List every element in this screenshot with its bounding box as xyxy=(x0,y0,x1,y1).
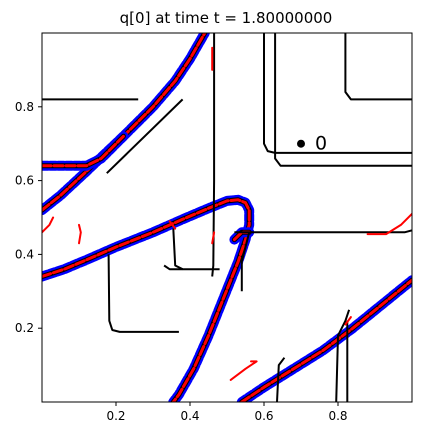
band-red-contour-3 xyxy=(240,278,412,402)
x-tick-label-0: 0.2 xyxy=(106,409,125,423)
axes-frame xyxy=(41,32,413,403)
y-tick-label-2: 0.6 xyxy=(15,174,34,188)
x-tick-label-1: 0.4 xyxy=(180,409,199,423)
red-contour-0 xyxy=(42,216,55,234)
black-contour-10 xyxy=(234,229,412,234)
black-contour-4 xyxy=(274,33,412,167)
black-contour-5 xyxy=(106,98,184,174)
axis-ticks: 0.2 0.4 0.6 0.8 0.2 0.4 0.6 0.8 xyxy=(15,100,348,423)
x-tick-label-2: 0.6 xyxy=(254,409,273,423)
black-contour-12 xyxy=(276,357,286,402)
black-contour-1 xyxy=(211,33,216,277)
y-tick-label-3: 0.8 xyxy=(15,100,34,114)
band-red-contour-1 xyxy=(42,198,251,402)
y-tick-label-0: 0.2 xyxy=(15,321,34,335)
black-contour-11 xyxy=(335,309,351,402)
black-contour-2 xyxy=(263,33,412,154)
red-contour-5 xyxy=(344,316,352,326)
band-red-contour-0 xyxy=(42,33,207,212)
red-contour-6 xyxy=(168,220,177,230)
black-contour-9 xyxy=(240,232,251,292)
y-tick-label-1: 0.4 xyxy=(15,247,34,261)
red-contour-4 xyxy=(366,212,412,236)
red-contour-3 xyxy=(211,231,216,245)
black-contour-6 xyxy=(163,264,220,271)
chart-title: q[0] at time t = 1.80000000 xyxy=(120,9,333,27)
red-contour-2 xyxy=(229,360,258,381)
black-contour-8 xyxy=(107,254,179,333)
red-contour-1 xyxy=(78,223,82,245)
x-tick-label-3: 0.8 xyxy=(328,409,347,423)
band-red-contour-4 xyxy=(42,134,125,168)
marker-point xyxy=(297,139,305,148)
black-contour-7 xyxy=(172,228,184,271)
plot-area: 0 xyxy=(42,33,412,402)
black-contour-3 xyxy=(344,33,412,101)
marker-label: 0 xyxy=(315,133,327,155)
